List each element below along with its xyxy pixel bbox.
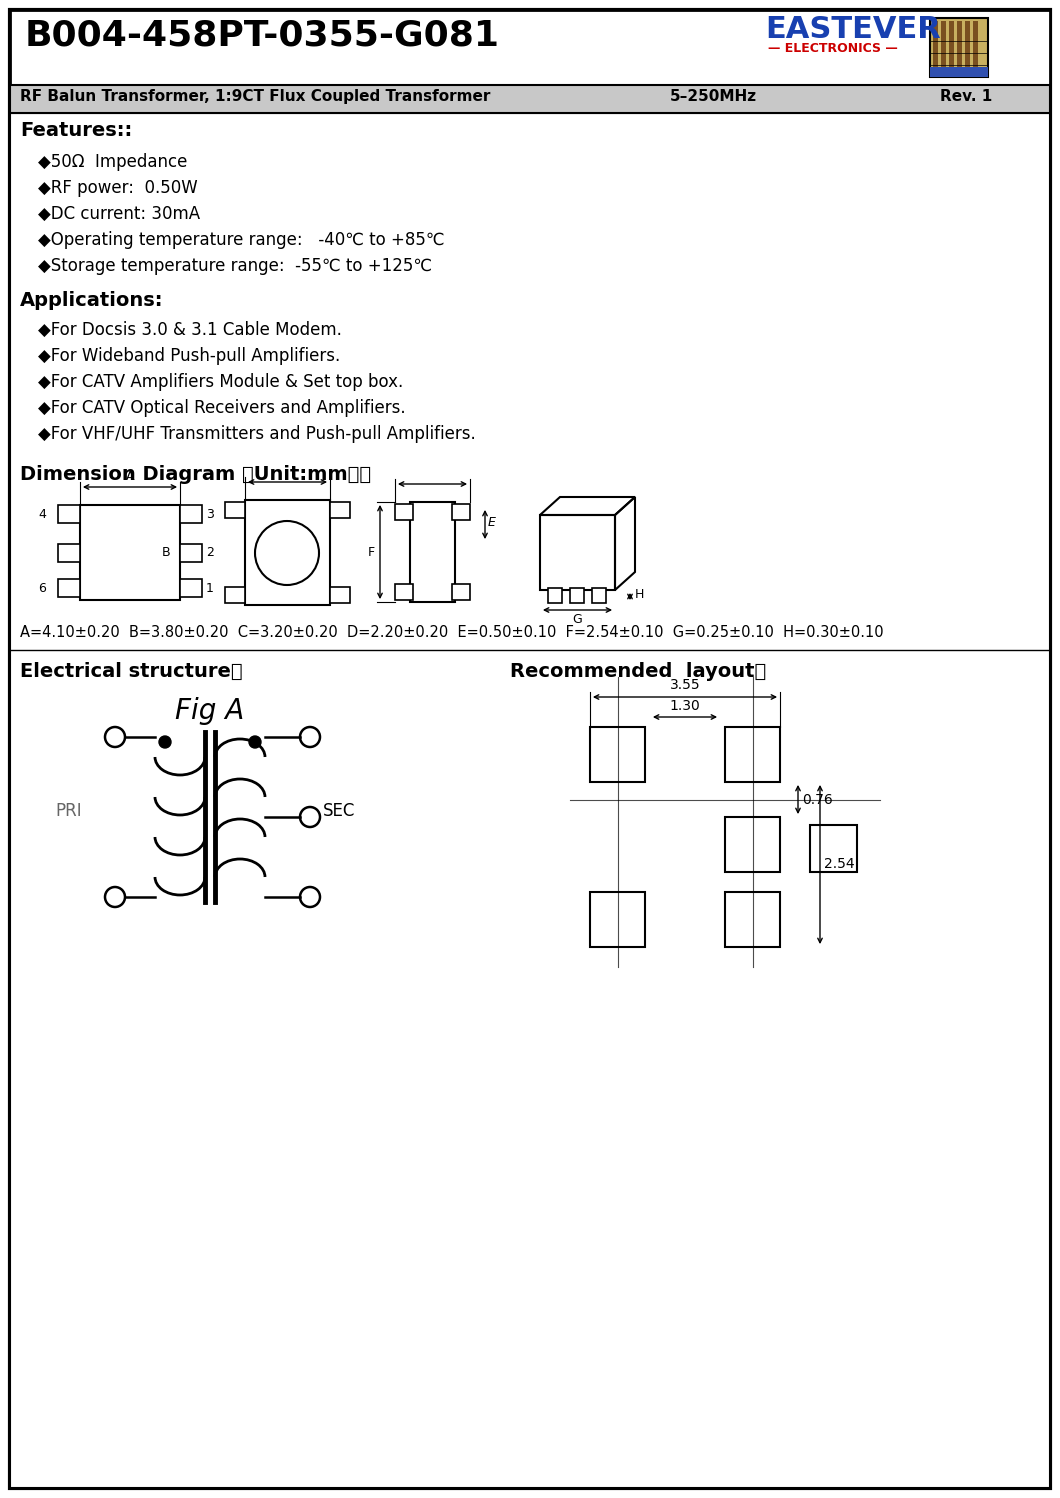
Bar (548, 589, 562, 604)
Bar (949, 21, 954, 73)
Bar (225, 587, 245, 604)
Bar (957, 21, 962, 73)
Bar (725, 727, 780, 782)
Text: A=4.10±0.20  B=3.80±0.20  C=3.20±0.20  D=2.20±0.20  E=0.50±0.10  F=2.54±0.10  G=: A=4.10±0.20 B=3.80±0.20 C=3.20±0.20 D=2.… (20, 625, 884, 640)
Bar (330, 502, 350, 518)
Text: ◆For CATV Optical Receivers and Amplifiers.: ◆For CATV Optical Receivers and Amplifie… (38, 398, 406, 416)
Text: E: E (488, 515, 496, 529)
Bar (330, 587, 350, 604)
Bar (180, 505, 202, 523)
Bar (725, 816, 780, 872)
Text: Applications:: Applications: (20, 291, 163, 310)
Bar (452, 584, 470, 601)
Bar (180, 580, 202, 598)
Text: G: G (572, 613, 582, 626)
Bar (930, 67, 988, 76)
Bar (965, 21, 970, 73)
Text: Features::: Features:: (20, 121, 132, 139)
Text: 5–250MHz: 5–250MHz (670, 88, 757, 103)
Bar (941, 21, 946, 73)
Bar (810, 825, 856, 872)
Text: ◆Storage temperature range:  -55℃ to +125℃: ◆Storage temperature range: -55℃ to +125… (38, 258, 432, 276)
Bar (225, 502, 245, 518)
Text: — ELECTRONICS —: — ELECTRONICS — (768, 42, 898, 55)
Bar (180, 544, 202, 562)
Text: 1.30: 1.30 (670, 700, 701, 713)
Bar (395, 503, 413, 520)
Bar (10, 10, 1050, 85)
Text: B: B (162, 547, 171, 559)
Bar (58, 580, 80, 598)
Text: ◆RF power:  0.50W: ◆RF power: 0.50W (38, 178, 198, 198)
Text: 3.55: 3.55 (670, 679, 701, 692)
Text: 3: 3 (206, 508, 214, 520)
Bar (591, 589, 606, 604)
Circle shape (159, 736, 171, 748)
Text: F: F (368, 545, 375, 559)
Text: A: A (126, 470, 135, 482)
Bar (10, 85, 1050, 112)
Text: Electrical structure：: Electrical structure： (20, 662, 243, 682)
Text: 1: 1 (206, 581, 214, 595)
Bar (570, 589, 584, 604)
Text: ◆For Wideband Push-pull Amplifiers.: ◆For Wideband Push-pull Amplifiers. (38, 348, 340, 366)
Circle shape (249, 736, 261, 748)
Text: PRI: PRI (55, 801, 82, 819)
Bar (58, 544, 80, 562)
Text: ◆50Ω  Impedance: ◆50Ω Impedance (38, 153, 188, 171)
Text: ◆For VHF/UHF Transmitters and Push-pull Amplifiers.: ◆For VHF/UHF Transmitters and Push-pull … (38, 425, 476, 443)
Text: 4: 4 (38, 508, 46, 520)
Text: H: H (635, 589, 644, 602)
Bar (590, 891, 644, 947)
Bar (58, 505, 80, 523)
Bar (590, 727, 644, 782)
Text: Recommended  layout：: Recommended layout： (510, 662, 766, 682)
Text: B004-458PT-0355-G081: B004-458PT-0355-G081 (25, 18, 500, 52)
Bar (930, 18, 988, 76)
Text: 2.54: 2.54 (824, 857, 854, 872)
Bar (395, 584, 413, 601)
Bar (245, 500, 330, 605)
Text: 6: 6 (38, 581, 46, 595)
Bar (410, 502, 455, 602)
Text: ◆DC current: 30mA: ◆DC current: 30mA (38, 205, 200, 223)
Bar (452, 503, 470, 520)
Text: Fig A: Fig A (175, 697, 245, 725)
Bar (725, 891, 780, 947)
Bar (80, 505, 180, 601)
Text: RF Balun Transformer, 1:9CT Flux Coupled Transformer: RF Balun Transformer, 1:9CT Flux Coupled… (20, 88, 491, 103)
Text: 2: 2 (206, 547, 214, 559)
Text: ◆Operating temperature range:   -40℃ to +85℃: ◆Operating temperature range: -40℃ to +8… (38, 231, 444, 249)
Text: SEC: SEC (323, 801, 355, 819)
Bar (973, 21, 978, 73)
Text: Dimension Diagram （Unit:mm）：: Dimension Diagram （Unit:mm）： (20, 464, 371, 484)
Text: EASTEVER: EASTEVER (765, 15, 941, 43)
Text: ◆For CATV Amplifiers Module & Set top box.: ◆For CATV Amplifiers Module & Set top bo… (38, 373, 403, 391)
Text: ◆For Docsis 3.0 & 3.1 Cable Modem.: ◆For Docsis 3.0 & 3.1 Cable Modem. (38, 321, 342, 339)
Text: Rev. 1: Rev. 1 (940, 88, 992, 103)
Bar (933, 21, 938, 73)
Text: 0.76: 0.76 (802, 792, 833, 806)
